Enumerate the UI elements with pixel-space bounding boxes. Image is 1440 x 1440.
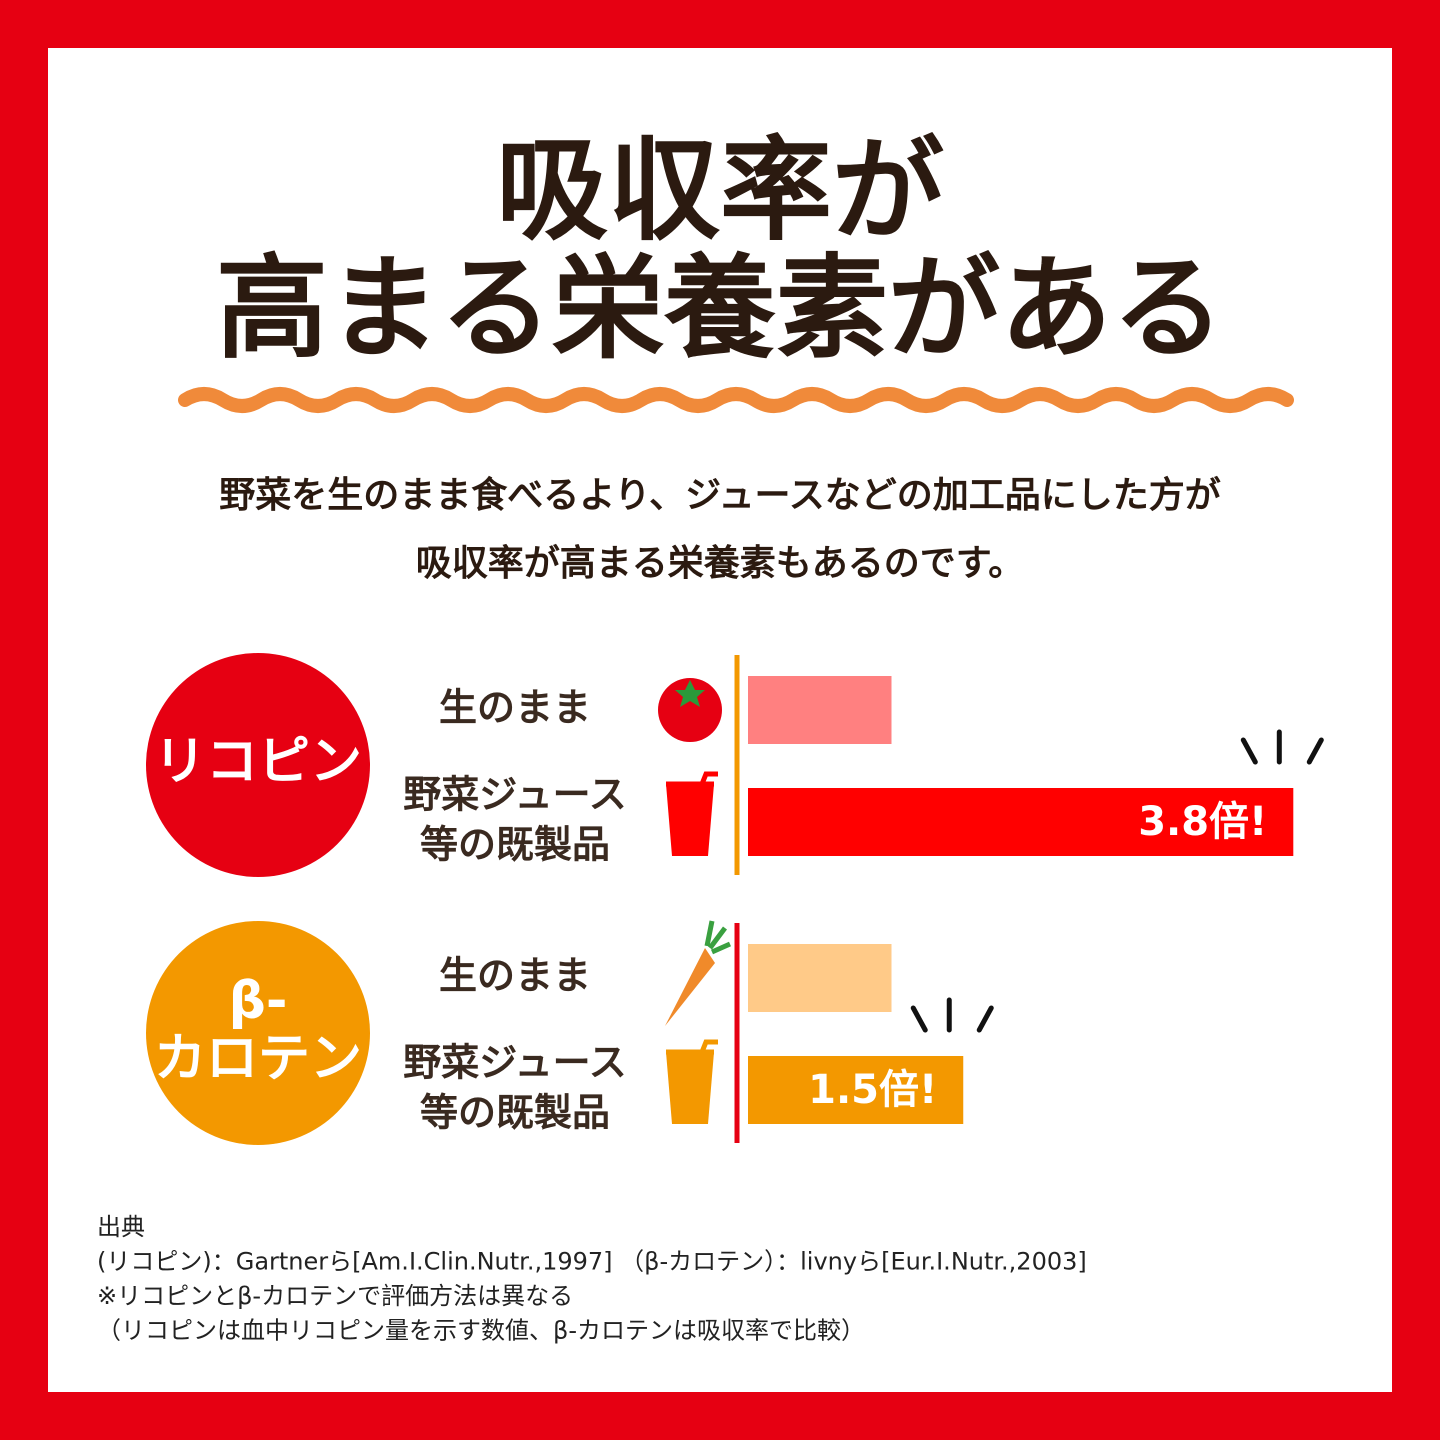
- category-label: 等の既製品: [420, 823, 610, 867]
- lead-line: 吸収率が高まる栄養素もあるのです。: [416, 543, 1024, 584]
- bar: [748, 1056, 964, 1124]
- bar: [748, 788, 1294, 856]
- category-label: 生のまま: [439, 954, 591, 998]
- group-label: カロテン: [154, 1029, 362, 1089]
- glass-icon: [666, 784, 714, 856]
- group-badge: [146, 653, 370, 877]
- category-label: 野菜ジュース: [403, 1041, 626, 1085]
- emphasis-marks: [1240, 729, 1324, 765]
- bar: [748, 944, 892, 1012]
- group-label: リコピン: [154, 732, 362, 792]
- value-label: 3.8倍!: [1138, 799, 1267, 845]
- group-badge: [146, 921, 370, 1145]
- group-label: β-: [229, 971, 288, 1031]
- carrot-leaf: [704, 920, 732, 955]
- tomato-leaf: [675, 680, 705, 707]
- emphasis-marks: [910, 997, 994, 1033]
- footnote: （リコピンは血中リコピン量を示す数値、β-カロテンは吸収率で比較）: [97, 1317, 865, 1345]
- glass-rim: [666, 771, 718, 787]
- category-label: 等の既製品: [420, 1091, 610, 1135]
- footnote: (リコピン)：Gartnerら[Am.I.Clin.Nutr.,1997] （β…: [97, 1248, 1087, 1276]
- value-label: 1.5倍!: [808, 1067, 937, 1113]
- glass-icon: [666, 1052, 714, 1124]
- category-label: 野菜ジュース: [403, 773, 626, 817]
- title-line: 高まる栄養素がある: [216, 244, 1224, 374]
- footnote: ※リコピンとβ-カロテンで評価方法は異なる: [97, 1282, 573, 1310]
- glass-rim: [666, 1039, 718, 1055]
- lead-line: 野菜を生のまま食べるより、ジュースなどの加工品にした方が: [219, 475, 1221, 516]
- tomato-icon: [658, 678, 722, 742]
- wavy-underline: [178, 387, 1294, 413]
- title-line: 吸収率が: [496, 126, 944, 256]
- bar: [748, 676, 892, 744]
- carrot-icon: [665, 948, 715, 1026]
- footnote: 出典: [97, 1213, 145, 1241]
- category-label: 生のまま: [439, 686, 591, 730]
